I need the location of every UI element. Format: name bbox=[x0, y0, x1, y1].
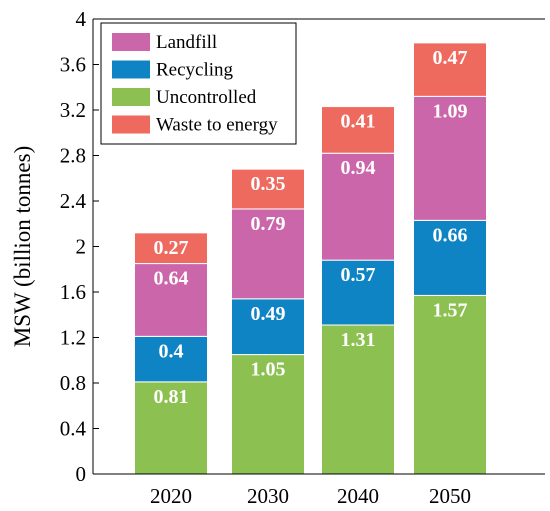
y-tick-label: 1.2 bbox=[60, 326, 86, 350]
axes: 2020 2030 2040 2050 0 0.4 0.8 1.2 1.6 2 2.4 2.8 3.2 3… bbox=[10, 7, 545, 508]
bar-segment bbox=[134, 335, 208, 383]
bar-segment bbox=[134, 381, 208, 475]
legend-swatch bbox=[112, 115, 150, 134]
y-tick-label: 0 bbox=[76, 462, 87, 486]
bar-segment bbox=[231, 354, 305, 475]
bar-value-label: 0.35 bbox=[251, 173, 286, 195]
y-tick-label: 4 bbox=[76, 7, 87, 31]
y-tick-label: 3.6 bbox=[60, 53, 86, 77]
bar-segment bbox=[321, 324, 395, 475]
x-tick-label: 2050 bbox=[429, 484, 471, 508]
bar-segment bbox=[231, 208, 305, 300]
y-tick-label: 3.2 bbox=[60, 98, 86, 122]
legend-label: Recycling bbox=[156, 60, 234, 81]
bar-value-label: 0.49 bbox=[251, 303, 286, 325]
bar-segment bbox=[134, 263, 208, 337]
bar-value-label: 1.09 bbox=[433, 100, 468, 122]
bar-segment bbox=[413, 219, 487, 296]
bar-value-label: 0.79 bbox=[251, 213, 286, 235]
y-tick-label: 1.6 bbox=[60, 280, 86, 304]
y-tick-label: 2 bbox=[76, 235, 87, 259]
bar-value-label: 0.81 bbox=[154, 386, 189, 408]
y-tick-label: 0.8 bbox=[60, 371, 86, 395]
legend-swatch bbox=[112, 60, 150, 79]
bar-value-label: 0.57 bbox=[341, 264, 376, 286]
bar-value-label: 0.64 bbox=[154, 268, 189, 290]
legend-label: Landfill bbox=[156, 32, 217, 53]
bar-value-label: 0.47 bbox=[433, 47, 468, 69]
y-tick-label: 2.4 bbox=[60, 189, 87, 213]
legend-label: Waste to energy bbox=[156, 115, 278, 136]
bar-value-label: 1.57 bbox=[433, 299, 468, 321]
bar-value-label: 0.94 bbox=[341, 157, 376, 179]
x-tick-label: 2020 bbox=[150, 484, 192, 508]
legend-swatch bbox=[112, 88, 150, 106]
bar-segment bbox=[231, 168, 305, 210]
legend-label: Uncontrolled bbox=[156, 87, 257, 108]
bar-segment bbox=[413, 42, 487, 97]
bar-segment bbox=[231, 298, 305, 356]
bar-segment bbox=[134, 232, 208, 265]
bar-segment bbox=[413, 95, 487, 221]
bar-value-label: 1.05 bbox=[251, 359, 286, 381]
bar-value-label: 0.66 bbox=[433, 224, 468, 246]
bar-segment bbox=[321, 152, 395, 261]
bar-value-label: 1.31 bbox=[341, 329, 376, 351]
x-tick-label: 2040 bbox=[337, 484, 379, 508]
bar-value-label: 0.27 bbox=[154, 237, 189, 259]
bar-segment bbox=[321, 106, 395, 154]
y-axis-label: MSW (billion tonnes) bbox=[10, 146, 35, 347]
y-tick-label: 0.4 bbox=[60, 417, 87, 441]
legend: Landfill Recycling Uncontrolled Waste to en… bbox=[100, 22, 297, 145]
bar-value-label: 0.4 bbox=[159, 340, 184, 362]
bar-value-label: 0.41 bbox=[341, 111, 376, 133]
bar-segment bbox=[413, 294, 487, 475]
legend-swatch bbox=[112, 33, 150, 51]
bar-segment bbox=[321, 259, 395, 326]
plot-area: 0.81 0.4 0.64 0.27 1.05 0.49 0.79 0.35 1.31 0.57 0… bbox=[134, 42, 487, 475]
x-tick-label: 2030 bbox=[247, 484, 289, 508]
y-tick-label: 2.8 bbox=[60, 144, 86, 168]
